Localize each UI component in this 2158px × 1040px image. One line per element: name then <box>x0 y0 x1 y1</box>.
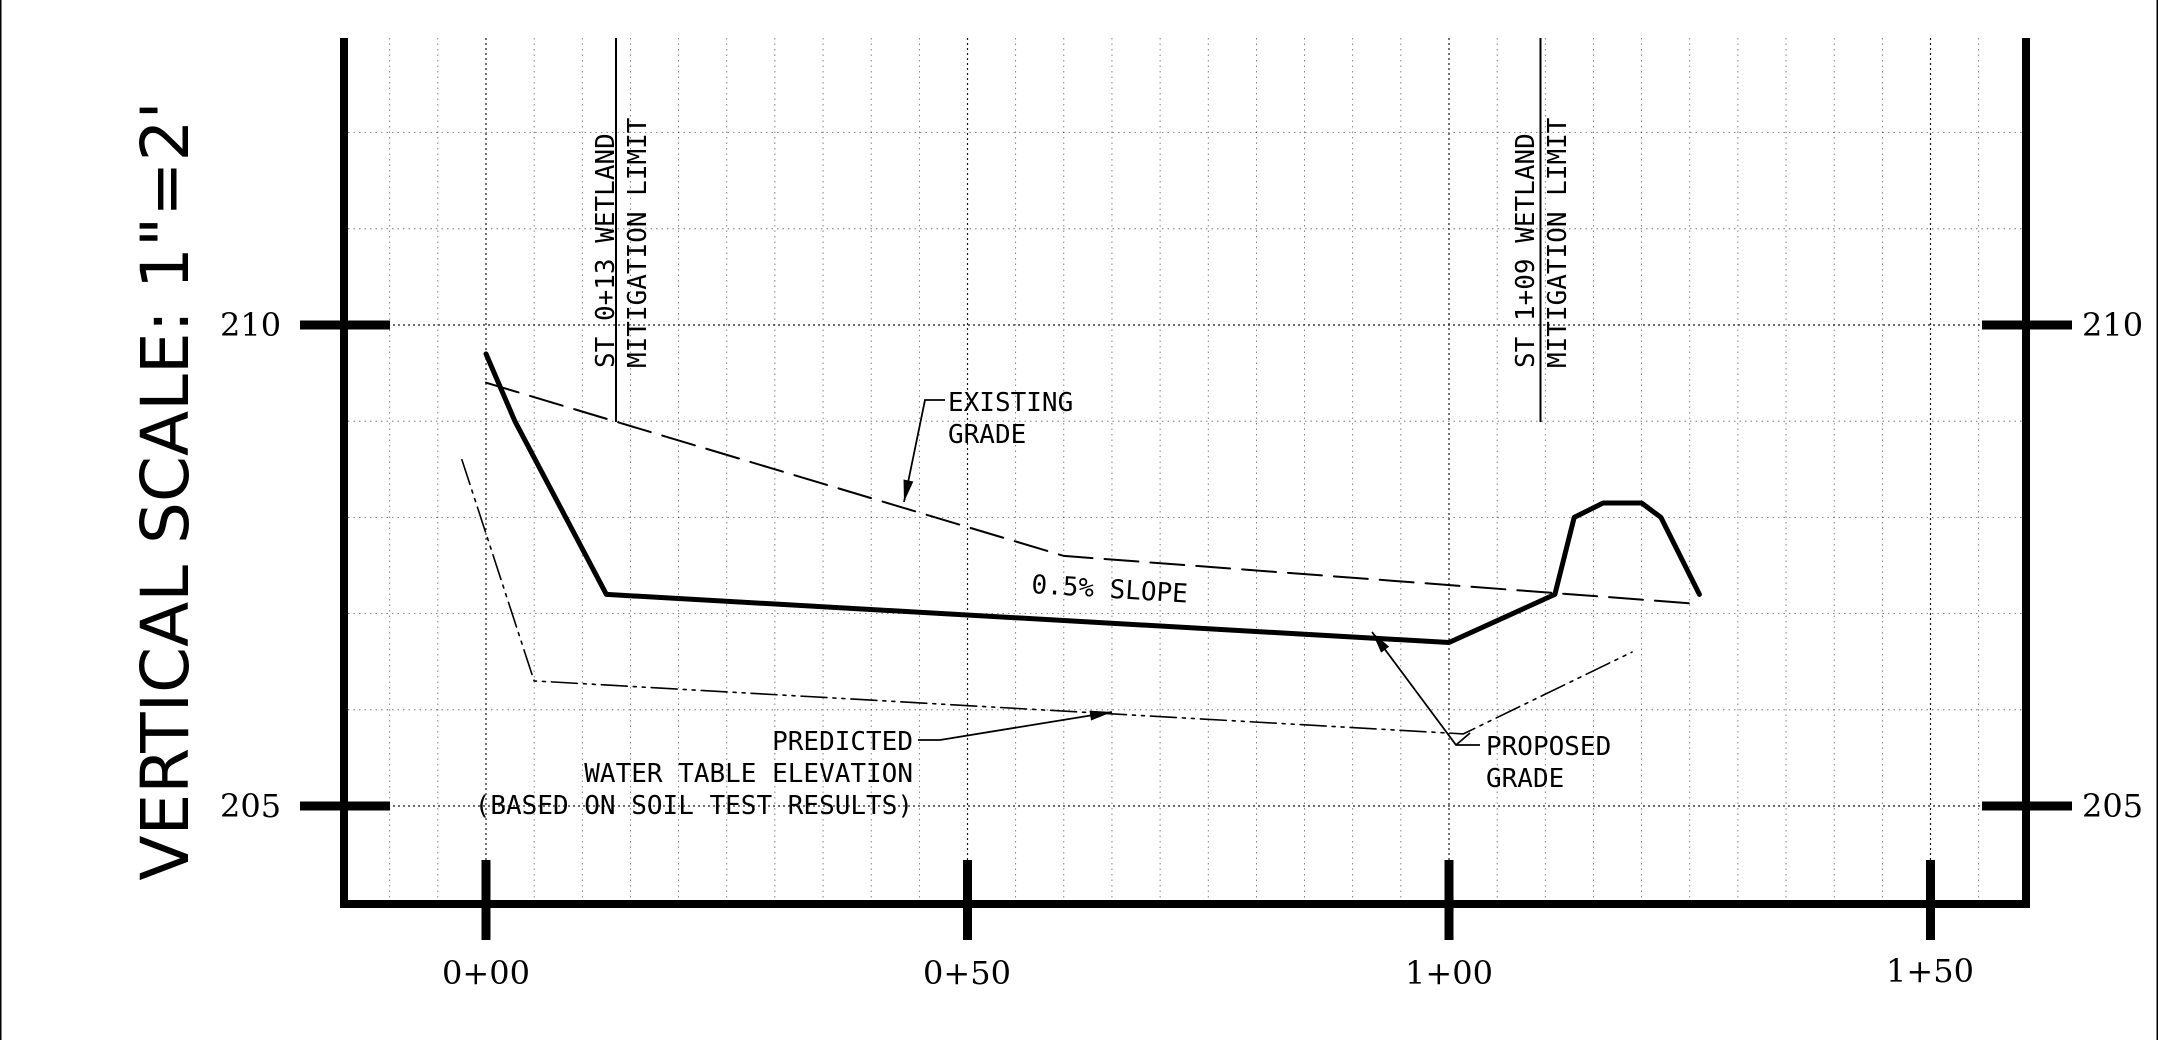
vertical-scale-label: VERTICAL SCALE: 1"=2' <box>127 101 204 880</box>
left-limit-label-line1: ST 0+13 WETLAND <box>591 133 621 368</box>
elevation-label-210-right: 210 <box>2082 306 2143 344</box>
water-table-leader <box>918 711 1113 741</box>
existing-grade-leader-head <box>903 479 914 502</box>
water-table-label-line3: (BASED ON SOIL TEST RESULTS) <box>475 791 913 821</box>
water-table-label-line2: WATER TABLE ELEVATION <box>584 759 913 789</box>
proposed-grade-leader <box>1371 631 1480 746</box>
proposed-grade-label-line2: GRADE <box>1486 764 1564 794</box>
existing-grade-leader <box>903 399 945 503</box>
water-table-leader-head <box>1089 710 1112 721</box>
water-table-line <box>461 458 1633 735</box>
left-limit-label-line2: MITIGATION LIMIT <box>623 117 653 368</box>
existing-grade-label-line1: EXISTING <box>948 388 1073 418</box>
grid <box>348 38 2022 900</box>
proposed-grade-line <box>483 351 1702 645</box>
station-label-1-00: 1+00 <box>1405 954 1493 992</box>
elevation-label-210-left: 210 <box>220 306 281 344</box>
leaders <box>903 399 1480 746</box>
proposed-grade-label-line1: PROPOSED <box>1486 732 1611 762</box>
right-limit-label-line1: ST 1+09 WETLAND <box>1511 133 1541 368</box>
water-table-label-line1: PREDICTED <box>772 727 913 757</box>
existing-grade-line <box>485 381 1701 605</box>
existing-grade-label-line2: GRADE <box>948 420 1026 450</box>
right-limit-label-line2: MITIGATION LIMIT <box>1543 117 1573 368</box>
profile-lines <box>461 351 1702 735</box>
mitigation-limit-lines <box>615 38 1542 422</box>
plot-frame <box>340 38 2030 908</box>
axis-ticks <box>300 320 2072 940</box>
elevation-label-205-left: 205 <box>220 787 281 825</box>
elevation-label-205-right: 205 <box>2082 787 2143 825</box>
proposed-grade-leader-head <box>1372 632 1390 653</box>
station-label-0-00: 0+00 <box>442 954 530 992</box>
station-label-0-50: 0+50 <box>923 954 1011 992</box>
proposed-grade-leader-branch <box>1455 732 1471 746</box>
station-label-1-50: 1+50 <box>1886 952 1974 990</box>
slope-label: 0.5% SLOPE <box>1031 570 1189 610</box>
